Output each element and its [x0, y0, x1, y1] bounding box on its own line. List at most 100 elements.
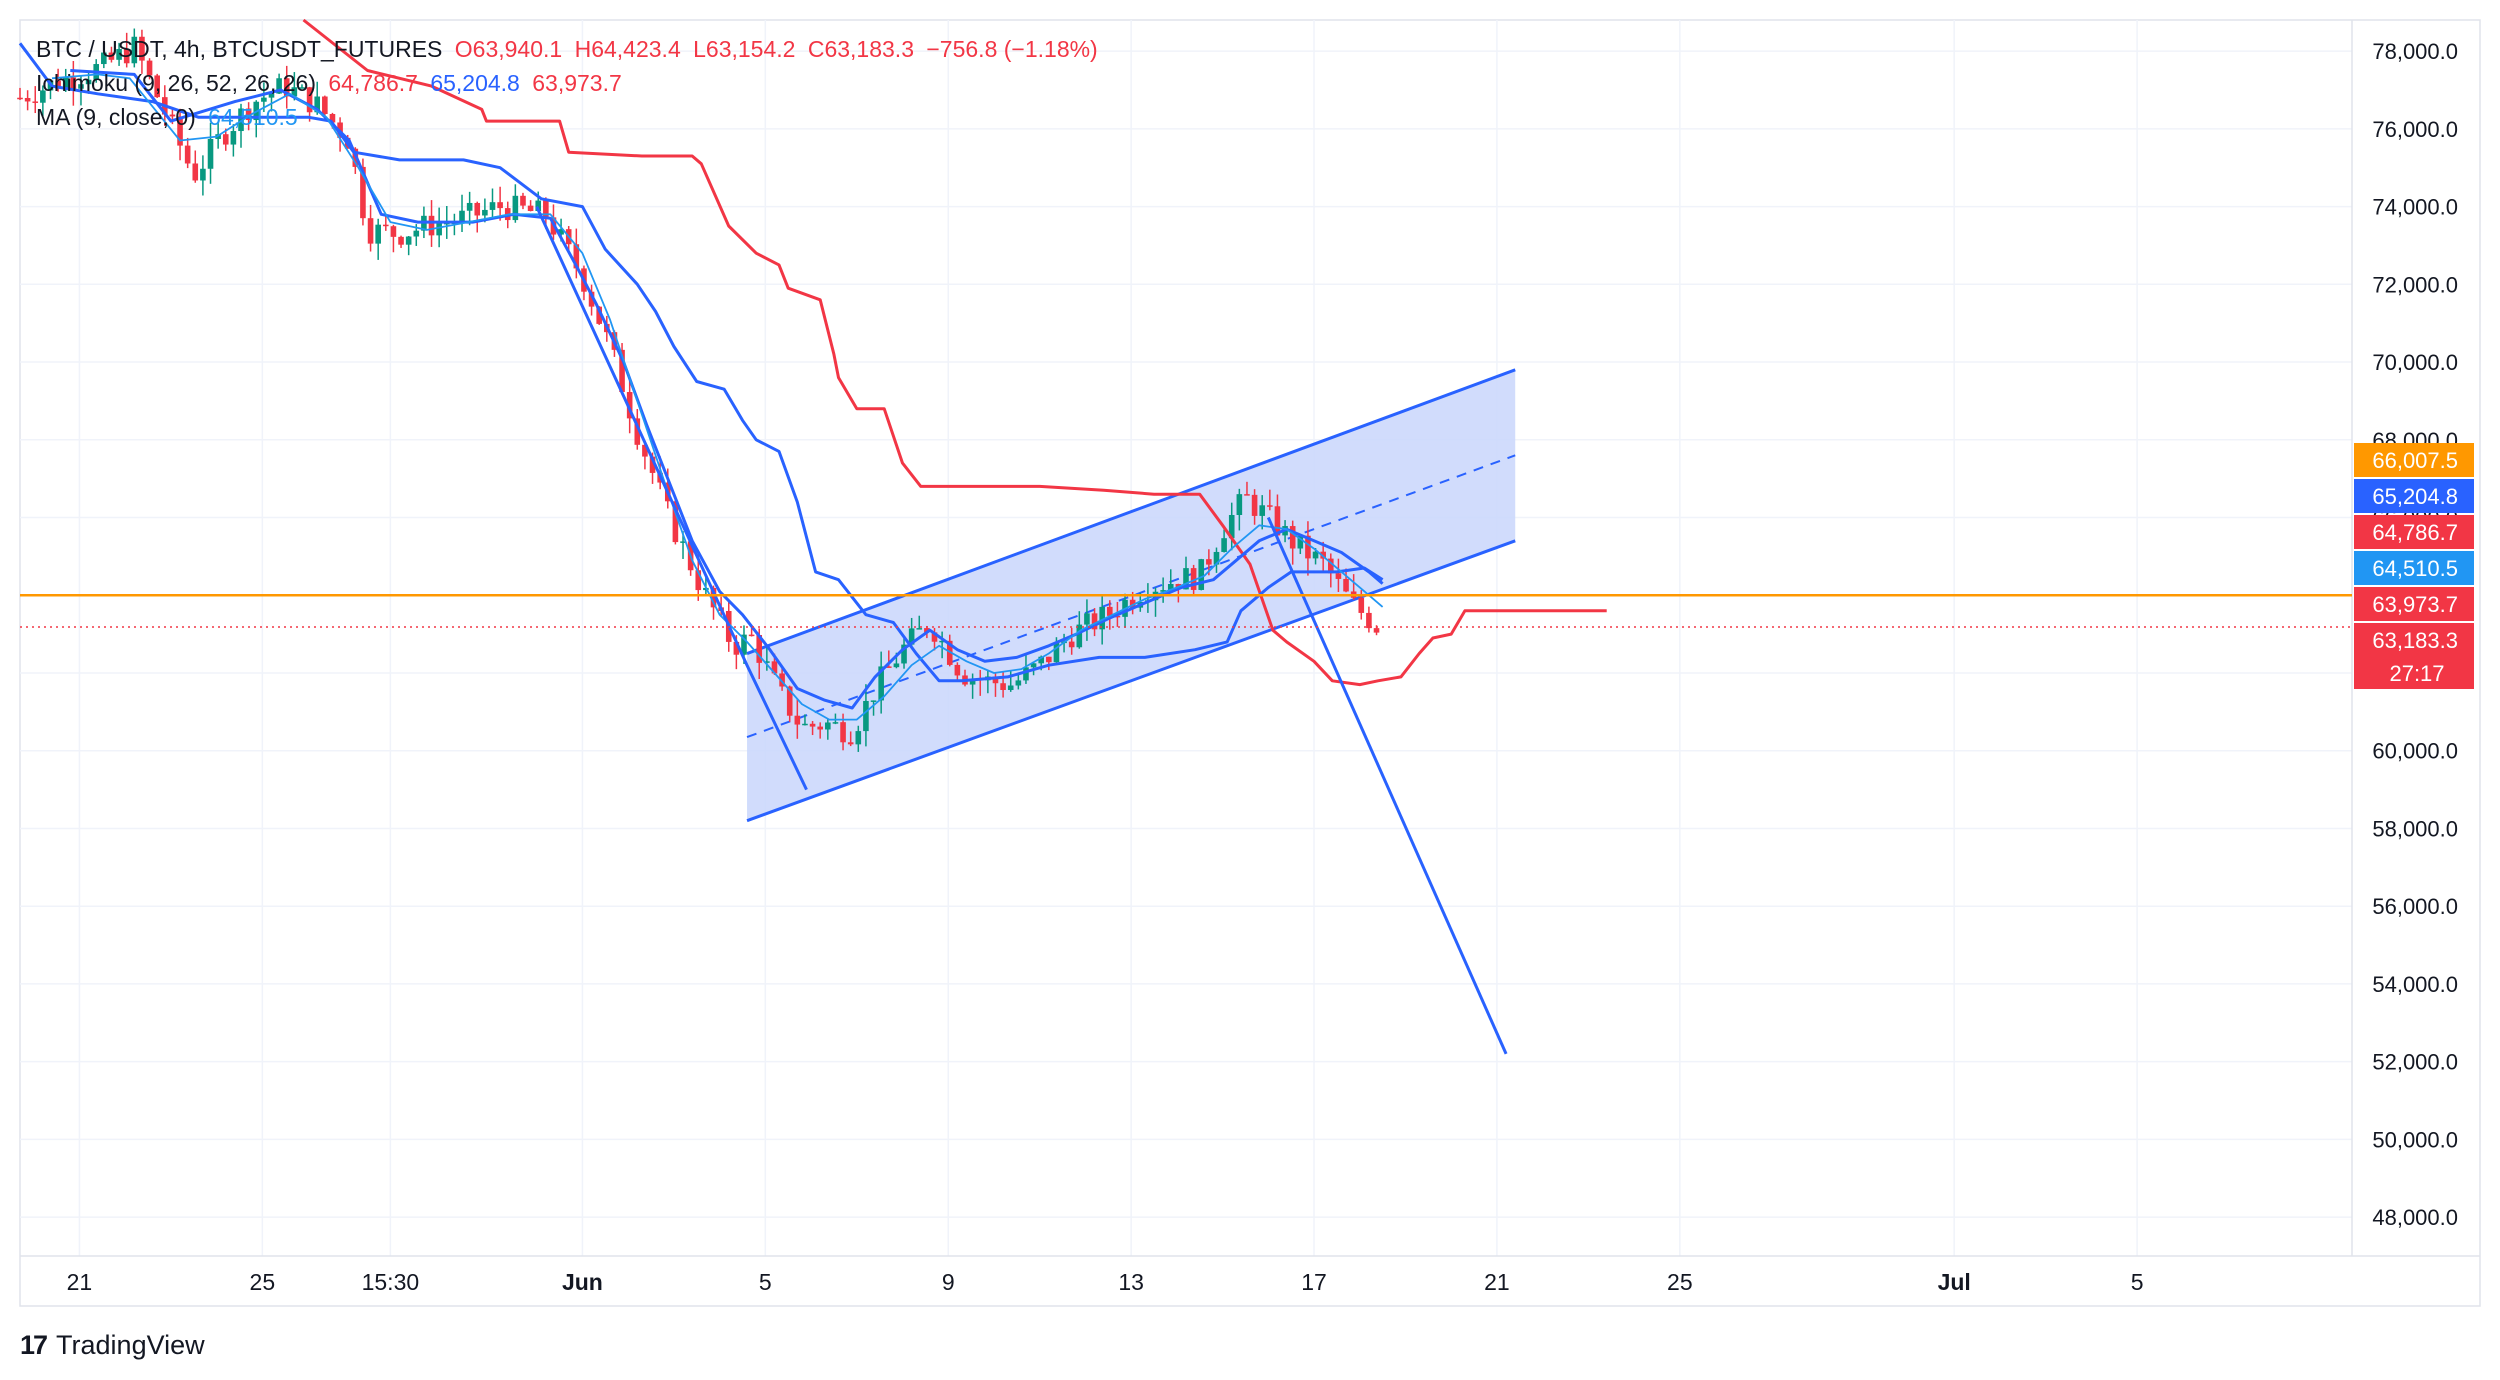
candle-body [78, 84, 84, 89]
candle-body [672, 501, 679, 543]
low-value: L63,154.2 [693, 36, 796, 62]
candle-body [535, 200, 542, 211]
candle-body [825, 722, 831, 730]
candle-body [863, 700, 869, 732]
candle-body [1183, 568, 1189, 590]
candle-body [870, 700, 877, 702]
y-tick-label: 52,000.0 [2372, 1050, 2458, 1075]
y-tick-label: 56,000.0 [2372, 894, 2458, 919]
x-tick-label: 21 [67, 1269, 93, 1295]
chart-frame [19, 19, 2481, 1307]
candle-body [1251, 494, 1258, 516]
candle-body [619, 349, 625, 393]
candle-body [634, 418, 641, 445]
candle-body [390, 226, 397, 237]
candle-body [1366, 612, 1372, 629]
candle-body [299, 87, 305, 89]
candle-body [748, 634, 755, 637]
candle-body [1023, 667, 1029, 681]
candle-body [459, 210, 465, 223]
candle-body [680, 541, 686, 543]
candle-body [878, 666, 884, 701]
candle-body [314, 96, 321, 113]
candle-body [969, 678, 976, 685]
candle-body [245, 108, 252, 121]
candle-body [916, 628, 923, 630]
candle-body [832, 722, 839, 724]
candle-body [847, 742, 854, 745]
candle-body [1320, 551, 1326, 559]
candle-body [32, 101, 39, 103]
candle-body [908, 628, 915, 645]
candle-body [710, 587, 717, 608]
candle-body [1274, 506, 1281, 536]
countdown-label: 27:17 [2389, 661, 2444, 686]
candle-body [1167, 583, 1174, 591]
candle-body [771, 661, 778, 674]
candle-body [855, 731, 862, 745]
candle-body [375, 224, 381, 244]
series-line [70, 69, 1384, 710]
x-tick-label: Jun [562, 1269, 603, 1295]
y-tick-label: 60,000.0 [2372, 739, 2458, 764]
candle-body [924, 628, 930, 633]
y-tick-label: 48,000.0 [2372, 1205, 2458, 1230]
open-value: O63,940.1 [454, 36, 563, 62]
candle-body [817, 726, 823, 730]
candle-body [733, 641, 740, 655]
price-label-bg [2354, 551, 2474, 585]
candle-body [931, 632, 938, 642]
ma-label[interactable]: MA (9, close, 0) [36, 104, 196, 130]
candle-body [1297, 535, 1304, 549]
candle-body [428, 215, 435, 236]
candle-body [1038, 656, 1045, 664]
candle-body [1206, 559, 1212, 565]
candle-body [1106, 606, 1113, 616]
price-label: 66,007.5 [2372, 448, 2458, 473]
ma-value: 64,510.5 [208, 104, 298, 130]
candle-body [207, 138, 214, 169]
candle-body [786, 686, 793, 716]
candle-body [413, 230, 420, 237]
candle-body [885, 666, 892, 668]
candle-body [1007, 685, 1014, 690]
candle-body [497, 202, 503, 209]
candle-body [1091, 613, 1098, 630]
ichimoku-label[interactable]: Ichimoku (9, 26, 52, 26, 26) [36, 70, 316, 96]
price-label: 63,183.3 [2372, 628, 2458, 653]
candle-body [527, 205, 534, 211]
close-value: C63,183.3 [807, 36, 914, 62]
candle-body [588, 291, 595, 307]
candle-body [840, 722, 846, 743]
symbol-label[interactable]: BTC / USDT, 4h, BTCUSDT_FUTURES [36, 36, 443, 62]
tradingview-icon: 17 [20, 1330, 48, 1360]
candle-body [268, 93, 275, 98]
price-label: 64,510.5 [2372, 556, 2458, 581]
candle-body [1068, 641, 1075, 648]
candle-body [261, 97, 267, 102]
candle-body [276, 78, 282, 94]
candle-body [1053, 642, 1060, 663]
price-label-bg [2354, 479, 2474, 513]
candle-body [695, 570, 702, 591]
candle-body [322, 96, 328, 115]
candle-body [184, 145, 191, 164]
tradingview-logo[interactable]: 17 TradingView [20, 1330, 205, 1361]
candle-body [901, 644, 907, 664]
candle-body [192, 163, 199, 181]
price-label: 64,786.7 [2372, 520, 2458, 545]
candle-body [146, 60, 153, 76]
candle-body [954, 664, 961, 676]
candle-body [283, 78, 290, 97]
x-tick-label: 13 [1118, 1269, 1144, 1295]
series-line [1266, 516, 1508, 1055]
series-line [535, 205, 808, 791]
candle-body [1099, 606, 1105, 630]
candle-body [1221, 538, 1227, 552]
candle-body [131, 36, 138, 64]
x-tick-label: 9 [942, 1269, 955, 1295]
candle-body [1228, 514, 1235, 539]
candle-body [1160, 590, 1166, 592]
channel-lower-line [746, 539, 1516, 823]
